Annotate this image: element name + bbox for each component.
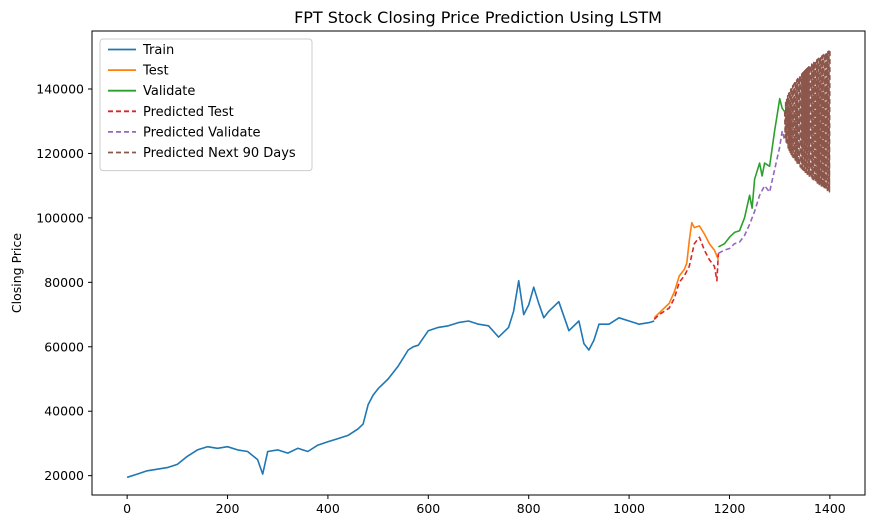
legend-box (99, 38, 313, 172)
legend-label: Test (142, 64, 169, 79)
x-tick-label: 400 (316, 501, 340, 516)
x-tick-label: 1400 (814, 501, 846, 516)
y-axis: 20000 40000 60000 80000 100000 120000 140000 (36, 82, 92, 483)
x-tick-label: 0 (123, 501, 131, 516)
x-tick-label: 600 (416, 501, 440, 516)
x-tick-label: 1200 (714, 501, 746, 516)
y-tick-label: 20000 (44, 468, 84, 483)
y-tick-label: 80000 (44, 275, 84, 290)
legend-label: Validate (143, 84, 195, 99)
y-tick-label: 120000 (36, 146, 84, 161)
plot-frame (91, 30, 866, 496)
x-tick-label: 800 (517, 501, 541, 516)
y-tick-label: 140000 (36, 82, 84, 97)
series-line-2 (718, 97, 786, 248)
series-line-3 (653, 236, 720, 320)
series-line-1 (653, 221, 720, 319)
y-tick-label: 60000 (44, 339, 84, 354)
x-tick-label: 200 (216, 501, 240, 516)
x-tick-label: 1000 (613, 501, 645, 516)
legend-label: Train (142, 43, 174, 58)
legend-label: Predicted Next 90 Days (143, 146, 296, 161)
legend: Train Test Validate Predicted Test Predicted… (99, 38, 313, 172)
y-tick-label: 40000 (44, 404, 84, 419)
y-tick-label: 100000 (36, 210, 84, 225)
chart-title: FPT Stock Closing Price Prediction Using… (294, 8, 662, 27)
y-axis-label: Closing Price (9, 233, 24, 313)
series-line-0 (126, 279, 655, 479)
legend-label: Predicted Validate (143, 125, 261, 140)
plot-lines (126, 50, 831, 479)
legend-label: Predicted Test (143, 105, 234, 120)
x-axis: 0 200 400 600 800 1000 1200 1400 (123, 495, 846, 516)
series-line-5 (783, 50, 831, 193)
series-line-4 (718, 130, 786, 255)
